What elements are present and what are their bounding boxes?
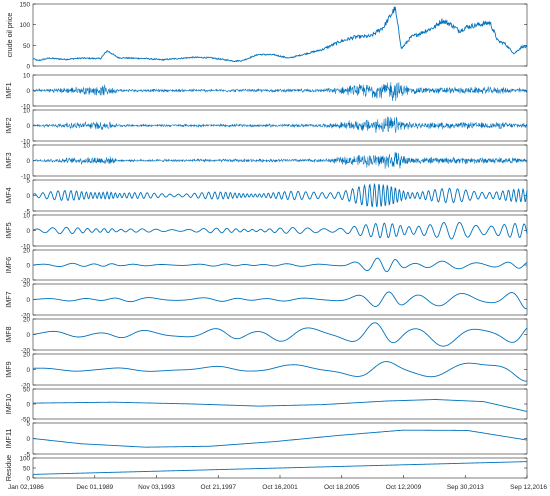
axes-box	[32, 388, 528, 420]
y-tick-label: 0	[26, 88, 30, 95]
y-axis-label: IMF8	[4, 326, 13, 342]
y-tick-label: 20	[23, 248, 31, 255]
y-tick-label: 50	[23, 43, 31, 50]
y-tick-label: 0	[26, 332, 30, 339]
panel-imf9: -20 0 20 IMF9	[4, 352, 528, 390]
y-tick-label: -10	[21, 104, 31, 111]
y-tick-label: 0	[26, 158, 30, 165]
y-tick-label: 0	[26, 436, 30, 443]
y-tick-label: 100	[19, 22, 30, 29]
x-tick-label: Nov 03,1993	[138, 484, 175, 491]
series-line	[32, 361, 528, 382]
y-tick-label: 0	[26, 228, 30, 235]
y-axis-label: IMF7	[4, 291, 13, 307]
y-tick-label: 100	[19, 456, 30, 463]
series-line	[32, 257, 528, 273]
panel-residue: 0 50 100 Residue	[4, 455, 528, 483]
y-tick-label: 0	[26, 297, 30, 304]
y-tick-label: 0	[26, 476, 30, 483]
y-tick-label: 0	[26, 193, 30, 200]
y-tick-label: 50	[23, 387, 31, 394]
y-axis-label: IMF3	[4, 152, 13, 168]
y-tick-label: 0	[26, 263, 30, 270]
x-tick-label: Sep 12,2016	[510, 484, 547, 491]
x-tick-label: Oct 21,1997	[201, 484, 237, 491]
series-line	[32, 6, 528, 63]
y-tick-label: 0	[26, 123, 30, 130]
y-tick-label: -20	[21, 313, 31, 320]
panel-imf8: -20 0 20 IMF8	[4, 317, 528, 355]
axes-box	[32, 3, 528, 67]
x-tick-label: Sep 30,2013	[447, 484, 484, 491]
y-axis-label: IMF2	[4, 117, 13, 133]
y-tick-label: 5	[26, 421, 30, 428]
y-tick-label: 5	[26, 178, 30, 185]
axes-box	[32, 353, 528, 386]
series-line	[32, 82, 528, 102]
y-axis-label: IMF1	[4, 82, 13, 98]
y-axis-label: IMF9	[4, 361, 13, 377]
y-tick-label: -20	[21, 383, 31, 390]
series-line	[32, 429, 528, 448]
y-tick-label: 150	[19, 2, 30, 9]
y-tick-label: -10	[21, 174, 31, 181]
y-axis-label: IMF11	[4, 429, 13, 449]
axes-box	[32, 214, 528, 247]
y-tick-label: -5	[24, 209, 30, 216]
x-tick-label: Oct 16,2001	[262, 484, 298, 491]
y-tick-label: -10	[21, 244, 31, 251]
series-line	[32, 399, 528, 412]
panel-imf10: -50 0 50 IMF10	[4, 387, 528, 424]
x-tick-label: Oct 18,2005	[324, 484, 360, 491]
y-tick-label: 0	[26, 367, 30, 374]
x-tick-label: Oct 12,2009	[386, 484, 422, 491]
y-axis-label: Residue	[4, 455, 13, 481]
y-tick-label: 50	[23, 466, 31, 473]
x-tick-label: Jan 02,1986	[8, 484, 44, 491]
y-tick-label: 0	[26, 64, 30, 71]
panel-imf7: -20 0 20 IMF7	[4, 282, 528, 320]
panel-imf5: -10 0 10 IMF5	[4, 213, 528, 251]
y-tick-label: -5	[24, 452, 30, 459]
y-tick-label: 20	[23, 317, 31, 324]
y-tick-label: 0	[26, 402, 30, 409]
panel-crude-oil-price: 0 50 100 150 crude oil price	[5, 2, 528, 71]
y-tick-label: 20	[23, 282, 31, 289]
y-tick-label: 10	[23, 143, 31, 150]
axes-box	[32, 318, 528, 351]
y-tick-label: -10	[21, 139, 31, 146]
series-line	[32, 151, 528, 169]
series-line	[32, 461, 528, 475]
panel-imf6: -20 0 20 IMF6	[4, 248, 528, 285]
y-tick-label: 10	[23, 213, 31, 220]
y-axis-label: IMF5	[4, 222, 13, 238]
y-tick-label: 10	[23, 108, 31, 115]
y-axis-label: IMF6	[4, 257, 13, 273]
panel-imf11: -5 0 5 IMF11	[4, 421, 528, 459]
y-axis-label: IMF4	[4, 187, 13, 203]
y-tick-label: -20	[21, 278, 31, 285]
panel-imf2: -10 0 10 IMF2	[4, 108, 528, 146]
y-tick-label: -20	[21, 348, 31, 355]
series-line	[32, 291, 528, 310]
y-axis-label: IMF10	[4, 394, 13, 414]
series-line	[32, 322, 528, 347]
panel-imf4: -5 0 5 IMF4	[4, 178, 528, 216]
y-tick-label: 10	[23, 73, 31, 80]
series-line	[32, 182, 528, 208]
panel-imf3: -10 0 10 IMF3	[4, 143, 528, 181]
series-line	[32, 116, 528, 134]
y-axis-label: crude oil price	[5, 13, 14, 58]
series-line	[32, 222, 528, 240]
axes-box	[32, 422, 528, 455]
panel-imf1: -10 0 10 IMF1	[4, 73, 528, 111]
y-tick-label: 20	[23, 352, 31, 359]
x-tick-label: Dec 01,1989	[76, 484, 113, 491]
y-tick-label: -50	[21, 417, 31, 424]
